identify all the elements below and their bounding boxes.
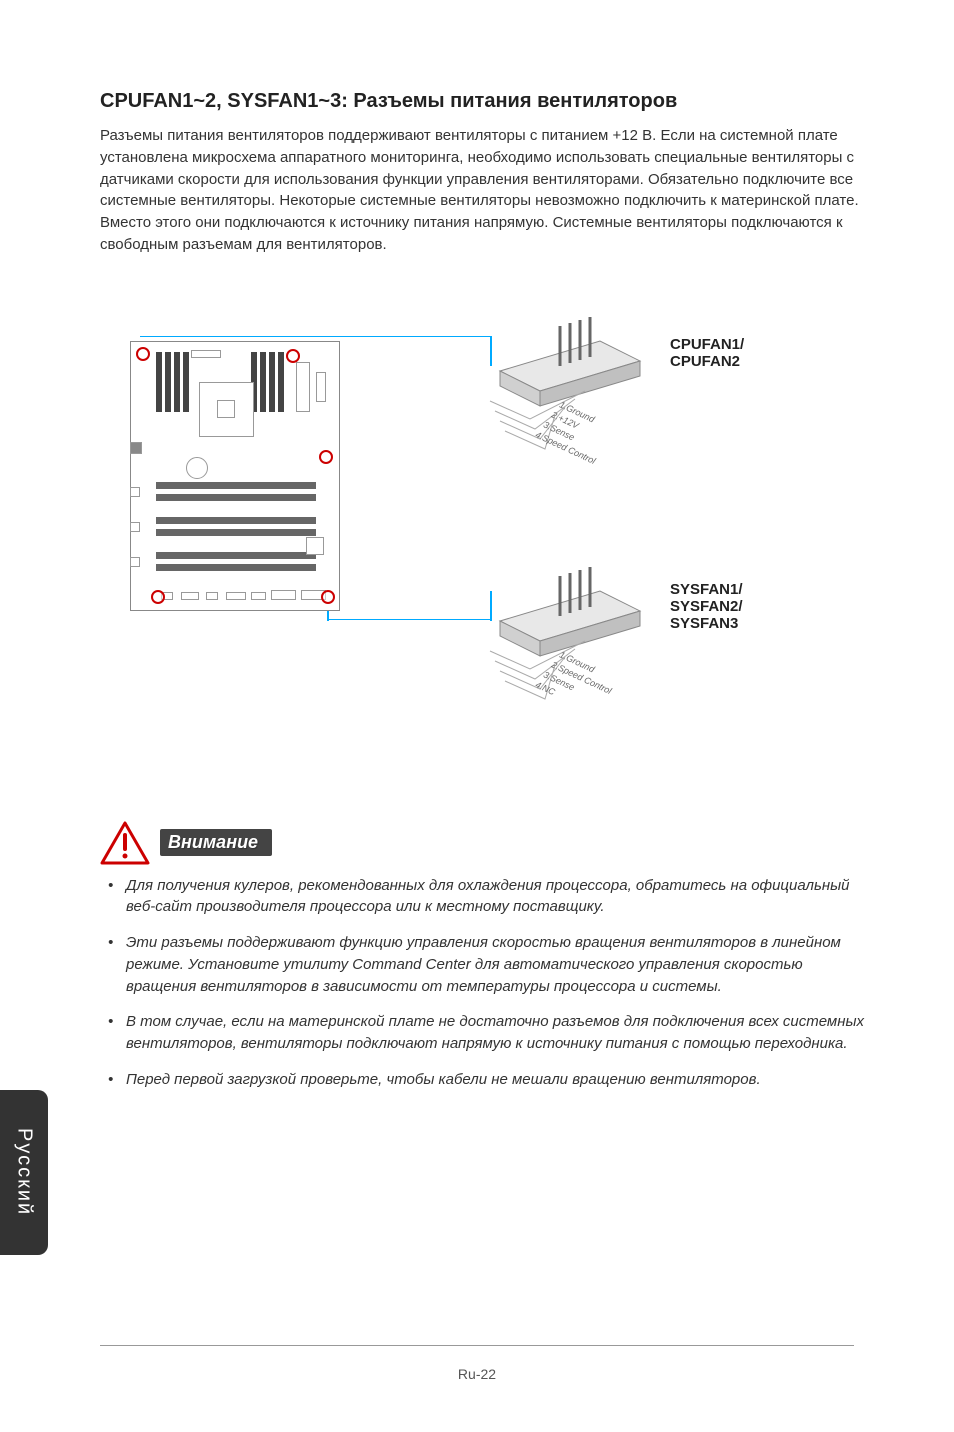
bullet-item: Перед первой загрузкой проверьте, чтобы … xyxy=(108,1069,874,1091)
cpufan-label: CPUFAN1/ CPUFAN2 xyxy=(670,336,744,370)
attention-header: Внимание xyxy=(100,821,874,865)
language-tab-text: Русский xyxy=(13,1128,36,1216)
bullet-item: Для получения кулеров, рекомендованных д… xyxy=(108,875,874,919)
cpufan-label-1: CPUFAN1/ xyxy=(670,336,744,353)
bullet-item: В том случае, если на материнской плате … xyxy=(108,1011,874,1055)
motherboard-schematic xyxy=(130,341,340,611)
page-number: Ru-22 xyxy=(458,1366,496,1382)
sysfan-label-1: SYSFAN1/ xyxy=(670,581,743,598)
diagram-area: 1.Ground 2.+12V 3.Sense 4.Speed Control … xyxy=(100,281,874,781)
cpufan-connector: 1.Ground 2.+12V 3.Sense 4.Speed Control xyxy=(440,291,670,431)
sysfan-label-3: SYSFAN3 xyxy=(670,615,743,632)
attention-bullets: Для получения кулеров, рекомендованных д… xyxy=(100,875,874,1091)
body-paragraph: Разъемы питания вентиляторов поддерживаю… xyxy=(100,125,874,256)
attention-title: Внимание xyxy=(160,829,272,856)
page-footer: Ru-22 xyxy=(0,1345,954,1382)
cpufan-label-2: CPUFAN2 xyxy=(670,353,744,370)
section-title: CPUFAN1~2, SYSFAN1~3: Разъемы питания ве… xyxy=(100,90,874,113)
sysfan-connector: 1.Ground 2.Speed Control 3.Sense 4.NC xyxy=(440,541,670,681)
attention-box: Внимание Для получения кулеров, рекоменд… xyxy=(100,821,874,1091)
bullet-item: Эти разъемы поддерживают функцию управле… xyxy=(108,932,874,997)
sysfan-label: SYSFAN1/ SYSFAN2/ SYSFAN3 xyxy=(670,581,743,632)
sysfan-label-2: SYSFAN2/ xyxy=(670,598,743,615)
warning-icon xyxy=(100,821,150,865)
language-tab: Русский xyxy=(0,1090,48,1255)
